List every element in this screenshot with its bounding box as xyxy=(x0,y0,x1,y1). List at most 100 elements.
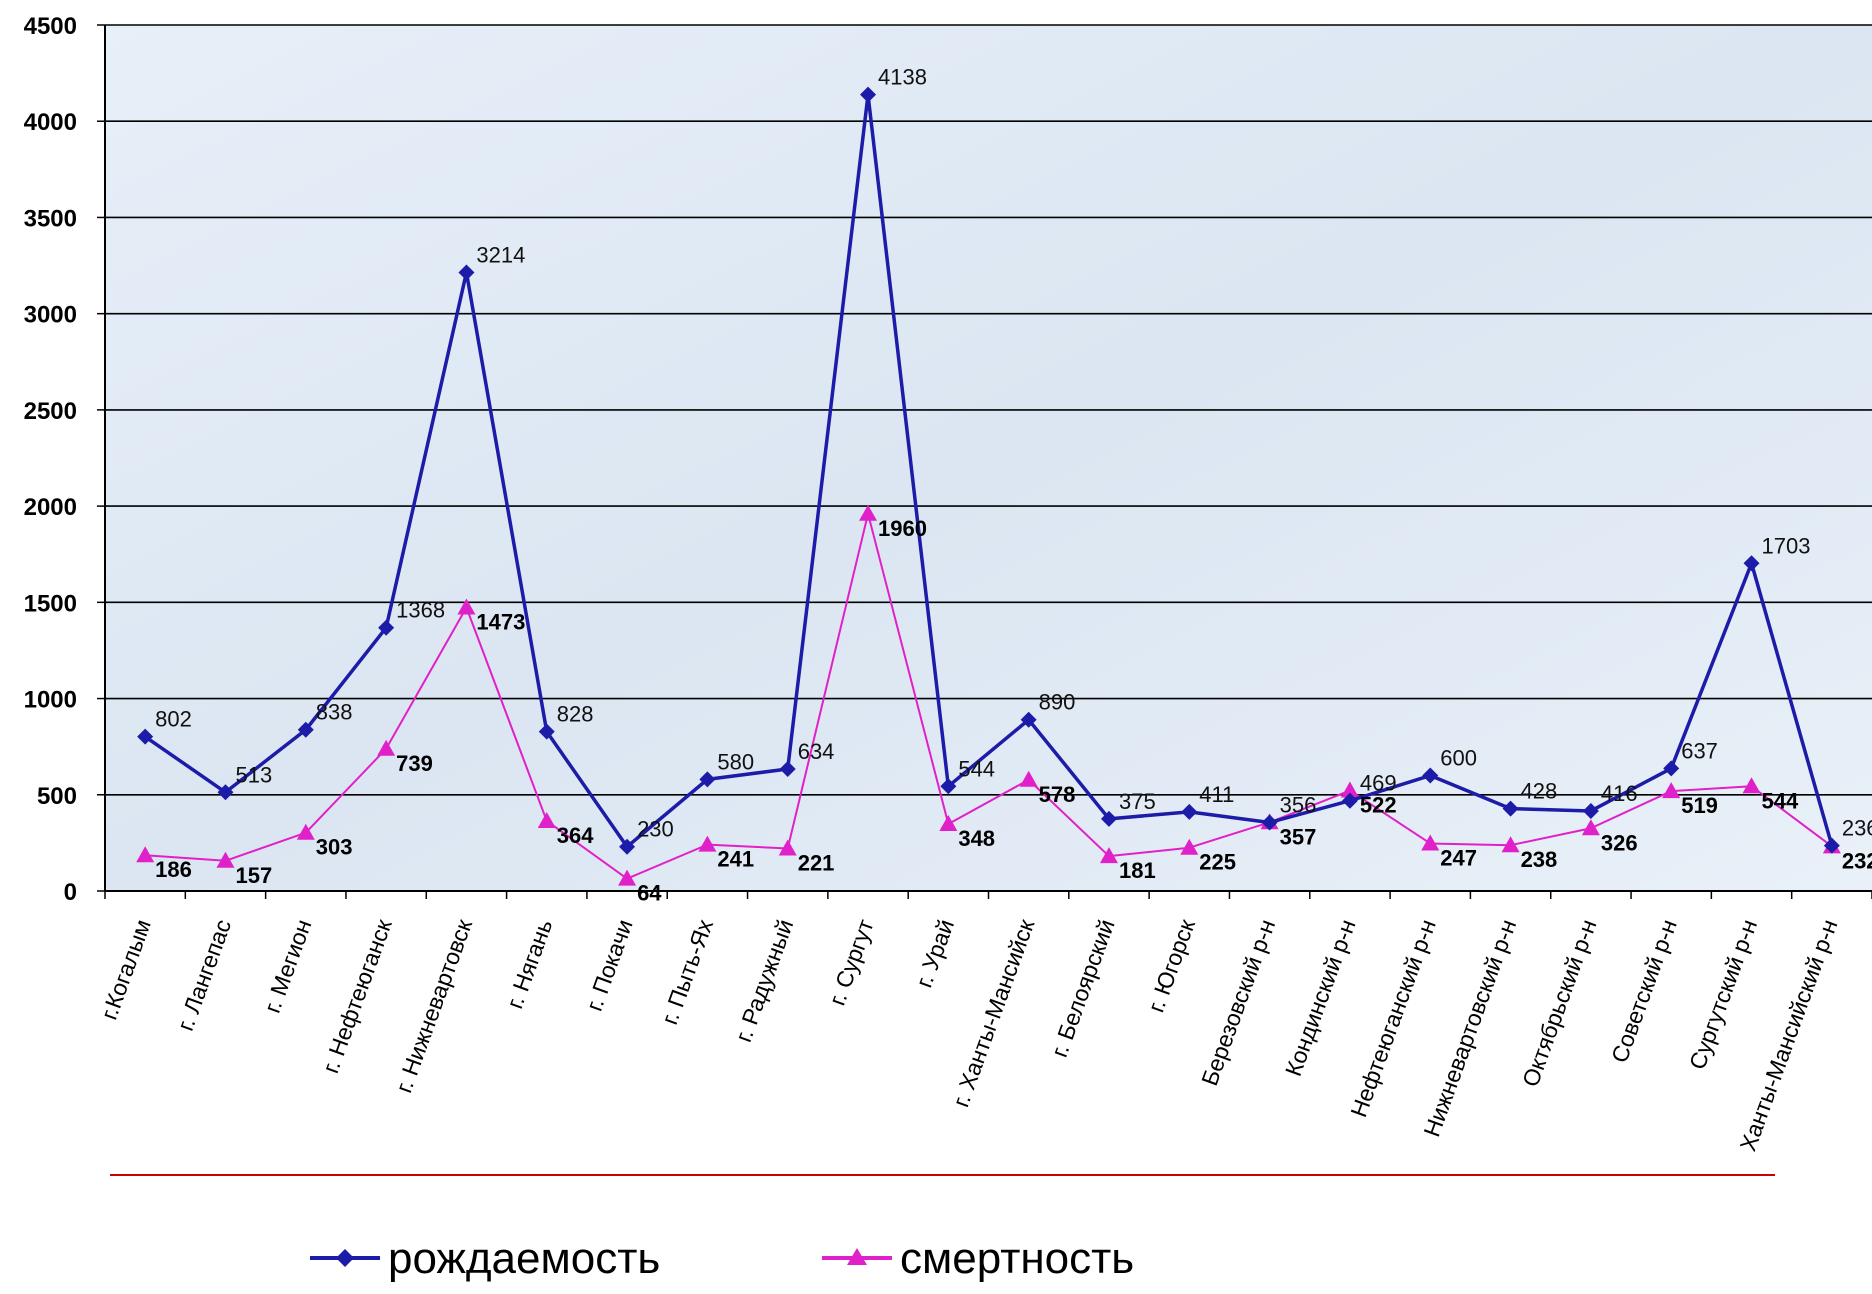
gridlines xyxy=(105,24,1872,796)
data-label: 181 xyxy=(1119,858,1156,883)
y-axis-ticks: 0 500 1000 1500 2000 2500 3000 3500 4000 4500 xyxy=(24,13,77,906)
data-label: 1368 xyxy=(396,598,445,623)
x-category-label: г. Ханты-Мансийск xyxy=(947,915,1039,1110)
data-point-marker xyxy=(699,771,716,788)
data-point-marker xyxy=(1261,814,1278,831)
data-label: 637 xyxy=(1681,738,1718,763)
data-label: 348 xyxy=(958,826,995,851)
data-label: 230 xyxy=(637,817,674,842)
data-label: 225 xyxy=(1199,850,1236,875)
data-label: 416 xyxy=(1601,781,1638,806)
data-point-marker xyxy=(296,823,315,840)
x-category-label: г.Когалым xyxy=(96,916,156,1023)
x-category-label: Кондинский р-н xyxy=(1280,916,1361,1080)
data-label: 364 xyxy=(557,823,594,848)
data-point-marker xyxy=(377,739,396,756)
data-point-marker xyxy=(216,851,235,868)
data-point-marker xyxy=(618,869,637,886)
data-point-marker xyxy=(1663,760,1680,777)
x-axis-categories: г.Когалым г. Лангепас г. Мегион г. Нефтеюга… xyxy=(96,915,1843,1154)
data-label: 1960 xyxy=(878,516,927,541)
data-point-marker xyxy=(939,815,958,832)
data-point-marker xyxy=(1581,819,1600,836)
data-label: 890 xyxy=(1039,690,1076,715)
data-point-marker xyxy=(859,504,878,521)
x-category-label: Нижневартовский р-н xyxy=(1418,916,1521,1140)
x-category-label: г. Нефтеюганск xyxy=(317,915,397,1076)
data-label: 519 xyxy=(1681,793,1718,818)
x-category-label: г. Югорск xyxy=(1143,915,1201,1016)
x-category-label: г. Нижневартовск xyxy=(390,915,477,1096)
data-point-marker xyxy=(860,86,877,103)
series-line xyxy=(145,512,1833,880)
x-category-label: г. Покачи xyxy=(581,916,638,1015)
x-category-label: Октябрьский р-н xyxy=(1517,916,1602,1090)
x-category-label: г. Нягань xyxy=(501,916,557,1012)
data-label: 157 xyxy=(235,863,272,888)
data-point-marker xyxy=(457,598,476,615)
data-label: 4138 xyxy=(878,65,927,90)
data-label: 838 xyxy=(316,700,353,725)
y-tick-label: 4000 xyxy=(24,109,77,136)
data-point-marker xyxy=(1181,803,1198,820)
legend-label: рождаемость xyxy=(388,1234,660,1283)
data-point-marker xyxy=(538,723,555,740)
data-label: 221 xyxy=(798,850,835,875)
data-label: 236 xyxy=(1842,816,1872,841)
data-label: 600 xyxy=(1440,746,1477,771)
data-point-marker xyxy=(1099,847,1118,864)
data-point-marker xyxy=(1743,555,1760,572)
data-label: 578 xyxy=(1039,782,1076,807)
data-point-marker xyxy=(378,619,395,636)
data-label: 247 xyxy=(1440,845,1477,870)
x-category-label: г. Сургут xyxy=(824,915,879,1008)
data-point-marker xyxy=(1100,810,1117,827)
legend-marker xyxy=(847,1248,867,1265)
x-category-label: г. Белоярский xyxy=(1046,916,1120,1061)
data-label: 356 xyxy=(1280,792,1317,817)
y-tick-label: 2000 xyxy=(24,494,77,521)
data-point-marker xyxy=(1823,837,1840,854)
y-tick-label: 1000 xyxy=(24,687,77,714)
x-category-label: г. Радужный xyxy=(730,916,798,1046)
data-point-marker xyxy=(1582,802,1599,819)
data-point-marker xyxy=(458,264,475,281)
data-point-marker xyxy=(1341,792,1358,809)
series-layer xyxy=(136,86,1841,886)
x-category-label: г. Мегион xyxy=(259,916,317,1016)
data-label: 544 xyxy=(1762,788,1799,813)
x-category-label: г. Урай xyxy=(911,916,960,991)
data-point-marker xyxy=(217,784,234,801)
y-tick-label: 2500 xyxy=(24,398,77,425)
axes xyxy=(97,24,1872,899)
data-label: 469 xyxy=(1360,771,1397,796)
y-tick-label: 1500 xyxy=(24,590,77,617)
data-label: 232 xyxy=(1842,848,1872,873)
legend-label: смертность xyxy=(900,1234,1134,1283)
data-point-marker xyxy=(1020,711,1037,728)
data-label: 241 xyxy=(717,847,754,872)
data-label: 544 xyxy=(958,756,995,781)
data-label: 186 xyxy=(155,857,192,882)
data-label: 1703 xyxy=(1762,533,1811,558)
data-point-marker xyxy=(1019,770,1038,787)
data-point-marker xyxy=(1422,767,1439,784)
data-point-marker xyxy=(1662,782,1681,799)
data-label: 1473 xyxy=(476,610,525,635)
y-tick-label: 4500 xyxy=(24,13,77,40)
data-point-marker xyxy=(1421,834,1440,851)
data-label: 513 xyxy=(235,762,272,787)
data-point-marker xyxy=(779,760,796,777)
data-point-marker xyxy=(698,835,717,852)
data-label: 428 xyxy=(1521,779,1558,804)
x-category-label: г. Лангепас xyxy=(172,916,236,1034)
plot-area xyxy=(105,25,1872,891)
data-point-marker xyxy=(297,721,314,738)
data-point-marker xyxy=(778,839,797,856)
data-point-marker xyxy=(1501,836,1520,853)
data-label: 375 xyxy=(1119,789,1156,814)
y-tick-label: 3000 xyxy=(24,302,77,329)
y-tick-label: 0 xyxy=(64,879,77,906)
data-label: 3214 xyxy=(476,242,525,267)
data-point-marker xyxy=(537,811,556,828)
